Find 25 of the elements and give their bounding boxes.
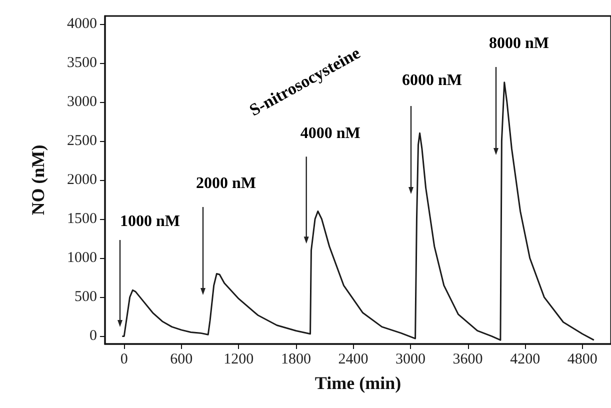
x-axis-title: Time (min) bbox=[314, 373, 402, 393]
y-tick-label: 500 bbox=[74, 289, 97, 306]
annotation: 8000 nM bbox=[489, 35, 549, 53]
x-tick-label: 4200 bbox=[510, 352, 540, 368]
x-tick-label: 3600 bbox=[452, 352, 483, 368]
x-tick-label: 0 bbox=[120, 352, 128, 368]
y-tick-label: 2500 bbox=[67, 132, 97, 149]
x-tick-label: 1800 bbox=[280, 352, 311, 368]
x-tick-label: 4800 bbox=[567, 352, 598, 368]
y-tick-label: 3000 bbox=[67, 94, 97, 110]
y-tick-label: 0 bbox=[90, 328, 97, 344]
y-tick-label: 2000 bbox=[67, 172, 97, 188]
annotation: 4000 nM bbox=[300, 124, 360, 143]
x-tick-label: 3000 bbox=[396, 352, 426, 368]
x-tick-label: 600 bbox=[170, 352, 193, 368]
y-tick-label: 1000 bbox=[67, 250, 97, 266]
annotation: 6000 nM bbox=[402, 72, 462, 90]
y-axis-title: NO (nM) bbox=[28, 144, 48, 216]
x-tick-label: 1200 bbox=[224, 352, 254, 368]
y-tick-label: 4000 bbox=[67, 16, 97, 32]
annotation: 2000 nM bbox=[196, 175, 256, 193]
x-tick-label: 2400 bbox=[338, 352, 368, 368]
annotation: 1000 nM bbox=[120, 213, 180, 231]
y-tick-label: 1500 bbox=[67, 211, 97, 228]
y-tick-label: 3500 bbox=[67, 54, 97, 71]
